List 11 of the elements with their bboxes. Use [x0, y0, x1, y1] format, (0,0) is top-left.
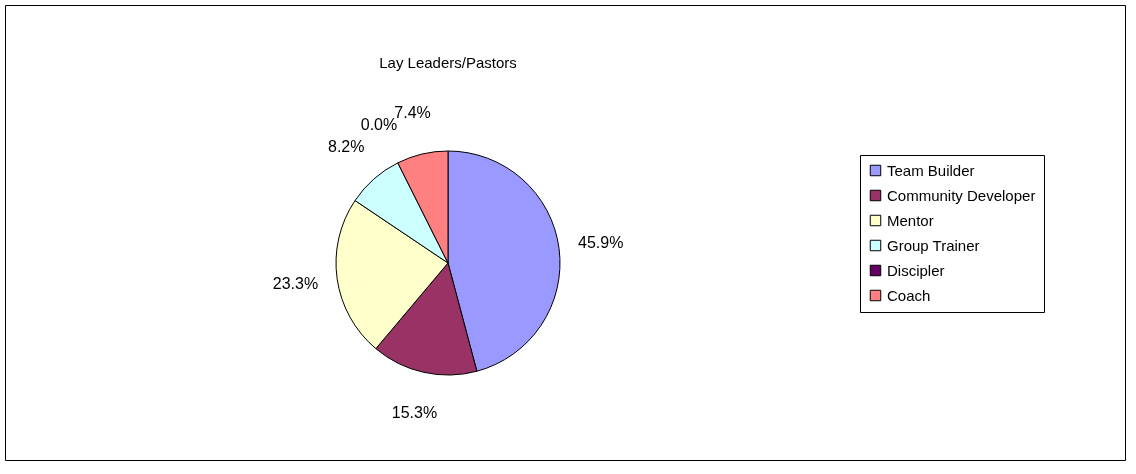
chart-title: Lay Leaders/Pastors	[379, 54, 517, 71]
legend-label: Coach	[887, 286, 931, 304]
legend-label: Group Trainer	[887, 236, 980, 254]
legend-label: Mentor	[887, 211, 934, 229]
legend-label: Team Builder	[887, 161, 975, 179]
legend-label: Community Developer	[887, 186, 1036, 204]
legend-label: Discipler	[887, 261, 945, 279]
data-label: 45.9%	[578, 234, 624, 251]
data-label: 23.3%	[272, 275, 319, 293]
data-label: 8.2%	[328, 138, 365, 156]
data-label: 15.3%	[391, 404, 438, 422]
